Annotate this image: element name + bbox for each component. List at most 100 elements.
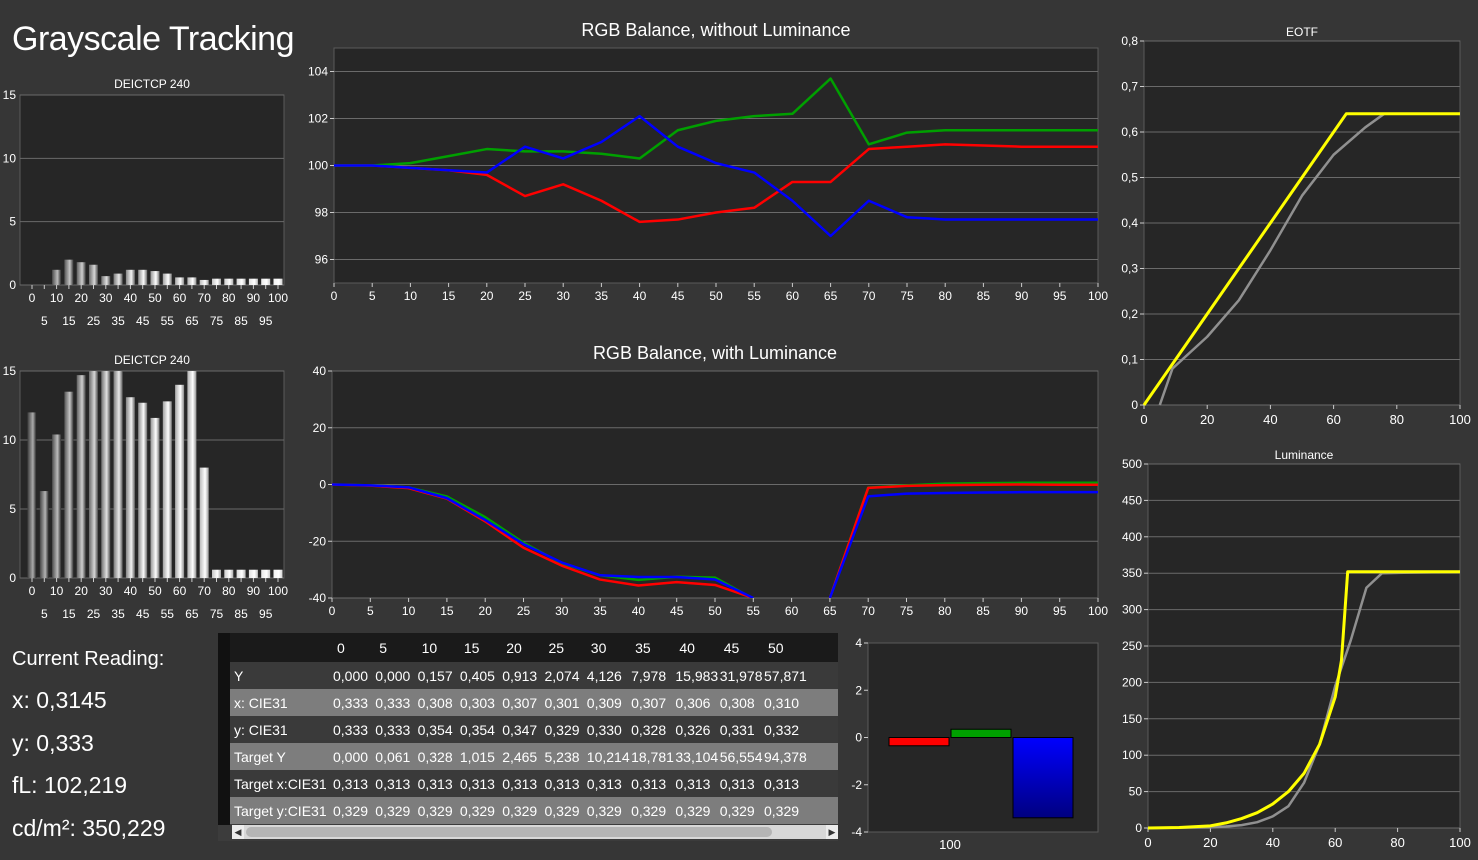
x-tick-label: 0 bbox=[29, 291, 36, 305]
reading-y: y: 0,333 bbox=[12, 730, 94, 756]
x-tick-label: 20 bbox=[1200, 412, 1214, 427]
scroll-thumb[interactable] bbox=[246, 827, 772, 837]
green-balance-bar bbox=[950, 728, 1012, 739]
table-row bbox=[230, 716, 838, 743]
y-tick-label: 250 bbox=[1122, 639, 1142, 653]
x-tick-label: 55 bbox=[161, 314, 175, 328]
x-tick-label: 65 bbox=[185, 607, 199, 621]
table-cell: 0,313 bbox=[460, 776, 495, 792]
y-tick-label: 50 bbox=[1129, 785, 1143, 799]
x-tick-label: 75 bbox=[900, 289, 914, 303]
deltae-bar bbox=[212, 278, 221, 285]
y-tick-label: 104 bbox=[308, 65, 328, 79]
table-cell: 0,333 bbox=[333, 722, 368, 738]
y-tick-label: 20 bbox=[313, 421, 327, 435]
table-cell: 0,307 bbox=[502, 695, 537, 711]
x-tick-label: 25 bbox=[87, 314, 101, 328]
table-cell: 2,465 bbox=[502, 749, 537, 765]
x-tick-label: 60 bbox=[785, 604, 799, 618]
table-cell: 0,328 bbox=[631, 722, 666, 738]
scroll-left-icon[interactable]: ◀ bbox=[232, 825, 244, 839]
table-row-label: Target x:CIE31 bbox=[234, 776, 327, 792]
deltae-bar bbox=[64, 259, 74, 285]
table-cell: 94,378 bbox=[764, 749, 807, 765]
x-tick-label: 95 bbox=[1053, 604, 1067, 618]
xy-chart-title: Luminance bbox=[1275, 448, 1334, 462]
y-tick-label: 0,2 bbox=[1121, 307, 1138, 321]
x-tick-label: 100 bbox=[268, 584, 288, 598]
table-cell: 0,329 bbox=[545, 803, 580, 819]
table-cell: 0,000 bbox=[333, 668, 368, 684]
x-tick-label: 80 bbox=[222, 291, 236, 305]
x-tick-label: 45 bbox=[670, 604, 684, 618]
x-tick-label: 80 bbox=[222, 584, 236, 598]
table-cell: 0,329 bbox=[333, 803, 368, 819]
y-tick-label: 200 bbox=[1122, 675, 1142, 689]
y-tick-label: 0 bbox=[9, 278, 16, 292]
blue-series-line bbox=[334, 114, 1098, 238]
x-tick-label: 40 bbox=[633, 289, 647, 303]
deltae-bar bbox=[261, 569, 271, 578]
y-tick-label: 5 bbox=[9, 502, 16, 516]
x-tick-label: 25 bbox=[87, 607, 101, 621]
deltae-bar bbox=[89, 264, 98, 285]
table-cell: 1,015 bbox=[460, 749, 495, 765]
x-tick-label: 20 bbox=[479, 604, 493, 618]
y-tick-label: -4 bbox=[851, 825, 862, 839]
scroll-right-icon[interactable]: ▶ bbox=[826, 825, 838, 839]
y-tick-label: 15 bbox=[3, 88, 17, 102]
table-cell: 0,333 bbox=[375, 695, 410, 711]
y-tick-label: 98 bbox=[315, 206, 329, 220]
y-tick-label: 0 bbox=[9, 571, 16, 585]
table-row-label: x: CIE31 bbox=[234, 695, 288, 711]
x-tick-label: 50 bbox=[708, 604, 722, 618]
deltae-chart-title: DEICTCP 240 bbox=[114, 77, 190, 91]
table-row-label: Target Y bbox=[234, 749, 287, 765]
table-horizontal-scrollbar[interactable]: ◀ ▶ bbox=[232, 825, 838, 839]
x-tick-label: 90 bbox=[247, 584, 261, 598]
x-tick-label: 35 bbox=[111, 314, 125, 328]
y-tick-label: 0,3 bbox=[1121, 262, 1138, 276]
table-column-header: 35 bbox=[635, 640, 651, 656]
table-row-label: Target y:CIE31 bbox=[234, 803, 327, 819]
table-cell: 0,313 bbox=[587, 776, 622, 792]
table-cell: 0,313 bbox=[675, 776, 710, 792]
x-tick-label: 50 bbox=[148, 584, 162, 598]
x-tick-label: 10 bbox=[50, 291, 64, 305]
table-cell: 4,126 bbox=[587, 668, 622, 684]
table-cell: 0,331 bbox=[720, 722, 755, 738]
x-tick-label: 80 bbox=[938, 604, 952, 618]
page-title: Grayscale Tracking bbox=[12, 20, 295, 58]
x-tick-label: 50 bbox=[709, 289, 723, 303]
y-tick-label: 0,8 bbox=[1121, 34, 1138, 48]
x-tick-label: 40 bbox=[124, 291, 138, 305]
table-column-header: 0 bbox=[337, 640, 345, 656]
deltae-bar bbox=[150, 417, 160, 578]
deltae-bar bbox=[261, 278, 271, 285]
x-tick-label: 5 bbox=[41, 607, 48, 621]
deltae-bar bbox=[199, 467, 209, 578]
table-cell: 56,554 bbox=[720, 749, 763, 765]
table-cell: 0,306 bbox=[675, 695, 710, 711]
y-tick-label: -40 bbox=[309, 591, 327, 605]
table-cell: 0,310 bbox=[764, 695, 799, 711]
table-cell: 0,061 bbox=[375, 749, 410, 765]
deltae-chart-panel bbox=[19, 94, 285, 286]
table-cell: 0,326 bbox=[675, 722, 710, 738]
x-tick-label: 20 bbox=[75, 584, 89, 598]
table-column-header: 40 bbox=[679, 640, 695, 656]
x-tick-label: 55 bbox=[747, 604, 761, 618]
x-tick-label: 100 bbox=[1449, 412, 1471, 427]
green-series-line bbox=[334, 77, 1098, 167]
deltae-bar bbox=[273, 569, 283, 578]
x-tick-label: 80 bbox=[1390, 835, 1404, 850]
deltae-bar bbox=[138, 402, 148, 578]
deltae-bar bbox=[27, 412, 37, 578]
x-tick-label: 85 bbox=[976, 604, 990, 618]
x-tick-label: 80 bbox=[1390, 412, 1404, 427]
deltae-bar bbox=[187, 277, 197, 285]
table-cell: 0,000 bbox=[333, 749, 368, 765]
table-cell: 0,000 bbox=[375, 668, 410, 684]
table-column-header: 45 bbox=[724, 640, 740, 656]
y-tick-label: 300 bbox=[1122, 603, 1142, 617]
